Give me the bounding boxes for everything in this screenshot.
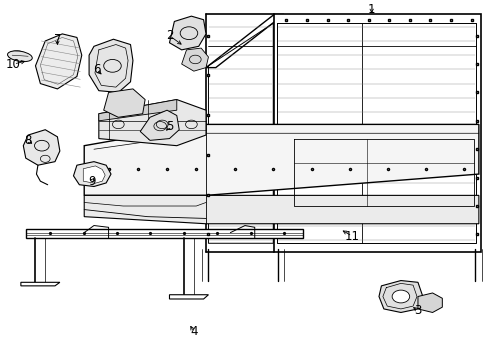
Circle shape (392, 290, 410, 303)
Text: 2: 2 (166, 29, 173, 42)
Text: 10: 10 (6, 58, 21, 71)
Polygon shape (170, 295, 208, 299)
Polygon shape (84, 195, 479, 224)
Polygon shape (8, 51, 26, 59)
Polygon shape (182, 48, 208, 71)
Polygon shape (83, 166, 105, 183)
Text: 5: 5 (166, 120, 173, 133)
Polygon shape (104, 89, 145, 117)
Polygon shape (89, 39, 133, 93)
Text: 11: 11 (344, 230, 360, 243)
Text: 7: 7 (54, 33, 61, 46)
Polygon shape (26, 229, 303, 238)
Polygon shape (274, 14, 481, 252)
Polygon shape (21, 282, 60, 286)
Ellipse shape (7, 51, 32, 62)
Polygon shape (206, 14, 284, 68)
Polygon shape (74, 162, 111, 186)
Polygon shape (140, 110, 179, 140)
Polygon shape (24, 130, 60, 165)
Text: 9: 9 (88, 175, 95, 188)
Text: 3: 3 (414, 304, 422, 317)
Polygon shape (418, 293, 442, 312)
Polygon shape (379, 280, 423, 312)
Text: 4: 4 (190, 325, 197, 338)
Text: 8: 8 (24, 134, 32, 147)
Text: 6: 6 (93, 63, 100, 76)
Polygon shape (84, 125, 479, 195)
Text: 1: 1 (368, 3, 375, 15)
Polygon shape (99, 100, 206, 146)
Polygon shape (35, 34, 82, 89)
Polygon shape (99, 100, 177, 121)
Polygon shape (170, 16, 206, 50)
